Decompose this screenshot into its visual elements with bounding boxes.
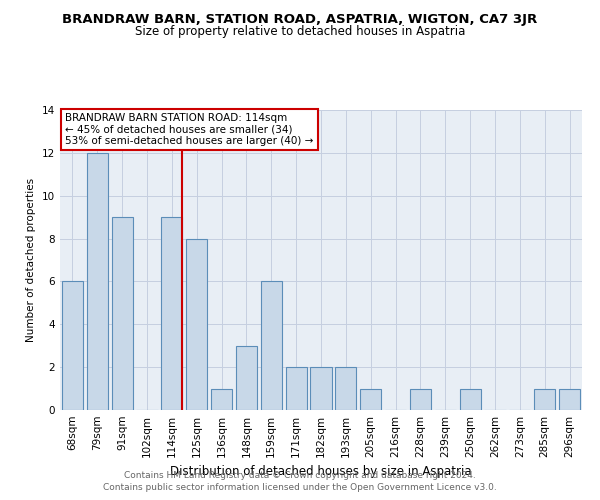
Text: Contains HM Land Registry data © Crown copyright and database right 2024.: Contains HM Land Registry data © Crown c… [124, 471, 476, 480]
Bar [559, 388, 580, 410]
Bar [87, 153, 108, 410]
Bar [62, 282, 83, 410]
Text: BRANDRAW BARN, STATION ROAD, ASPATRIA, WIGTON, CA7 3JR: BRANDRAW BARN, STATION ROAD, ASPATRIA, W… [62, 12, 538, 26]
Bar [286, 367, 307, 410]
Bar [460, 388, 481, 410]
Bar [211, 388, 232, 410]
X-axis label: Distribution of detached houses by size in Aspatria: Distribution of detached houses by size … [170, 466, 472, 478]
Y-axis label: Number of detached properties: Number of detached properties [26, 178, 37, 342]
Bar [186, 238, 207, 410]
Bar [360, 388, 381, 410]
Bar [112, 217, 133, 410]
Text: BRANDRAW BARN STATION ROAD: 114sqm
← 45% of detached houses are smaller (34)
53%: BRANDRAW BARN STATION ROAD: 114sqm ← 45%… [65, 113, 314, 146]
Text: Contains public sector information licensed under the Open Government Licence v3: Contains public sector information licen… [103, 484, 497, 492]
Text: Size of property relative to detached houses in Aspatria: Size of property relative to detached ho… [135, 25, 465, 38]
Bar [161, 217, 182, 410]
Bar [236, 346, 257, 410]
Bar [534, 388, 555, 410]
Bar [310, 367, 332, 410]
Bar [261, 282, 282, 410]
Bar [335, 367, 356, 410]
Bar [410, 388, 431, 410]
